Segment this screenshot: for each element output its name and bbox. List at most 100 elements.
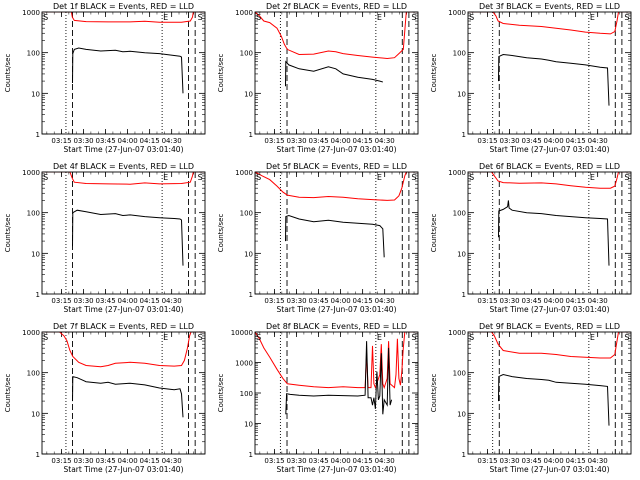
- y-tick-label: 10: [244, 250, 253, 258]
- x-tick-label: 03:15: [51, 457, 71, 465]
- y-tick-label: 1000: [22, 169, 40, 177]
- detector-panel: Det 7f BLACK = Events, RED = LLD 1 10 100 10…: [4, 322, 206, 474]
- start-marker-label: S: [43, 13, 48, 22]
- y-axis-label: Counts/sec: [430, 214, 438, 253]
- y-tick-label: 100: [453, 370, 466, 378]
- y-tick-label: 1: [462, 131, 466, 139]
- start-marker-label: S: [198, 333, 203, 342]
- events-series-line: [498, 53, 610, 106]
- plot-frame: [254, 331, 419, 455]
- panel-title: Det 4f BLACK = Events, RED = LLD: [53, 162, 194, 171]
- y-tick-label: 100: [453, 210, 466, 218]
- end-marker-label: E: [377, 13, 382, 22]
- y-tick-label: 10: [31, 90, 40, 98]
- x-tick-label: 03:45: [95, 137, 115, 145]
- y-tick-label: 1: [36, 131, 40, 139]
- x-tick-label: 04:15: [140, 137, 160, 145]
- x-axis-label: Start Time (27-Jun-07 03:01:40): [277, 465, 397, 474]
- x-axis-label: Start Time (27-Jun-07 03:01:40): [490, 305, 610, 314]
- start-marker-label: S: [469, 333, 474, 342]
- y-axis-label: Counts/sec: [4, 214, 12, 253]
- x-tick-label: 03:30: [73, 457, 93, 465]
- y-tick-label: 1000: [448, 329, 466, 337]
- start-marker-label: S: [469, 173, 474, 182]
- panel-title: Det 1f BLACK = Events, RED = LLD: [53, 2, 194, 11]
- y-tick-label: 10: [31, 250, 40, 258]
- y-axis-label: Counts/sec: [4, 54, 12, 93]
- start-marker-label: S: [411, 13, 416, 22]
- x-tick-label: 04:30: [588, 297, 608, 305]
- plot-frame: [41, 331, 206, 455]
- start-marker-label: S: [256, 333, 261, 342]
- events-series-line: [72, 375, 184, 418]
- x-tick-label: 04:00: [118, 297, 138, 305]
- plot-frame: [467, 331, 632, 455]
- panel-title: Det 6f BLACK = Events, RED = LLD: [479, 162, 620, 171]
- events-series-line: [498, 200, 610, 266]
- end-marker-label: E: [590, 13, 595, 22]
- x-tick-label: 03:15: [51, 297, 71, 305]
- y-tick-label: 1: [249, 291, 253, 299]
- lld-series-line: [468, 332, 631, 359]
- plot-frame: [254, 171, 419, 295]
- y-tick-label: 10000: [231, 329, 253, 337]
- end-marker-label: E: [377, 333, 382, 342]
- detector-panel: Det 6f BLACK = Events, RED = LLD 1 10 100 10…: [430, 162, 632, 314]
- x-tick-label: 03:45: [521, 457, 541, 465]
- x-tick-label: 03:45: [308, 297, 328, 305]
- lld-series-line: [42, 172, 205, 185]
- x-tick-label: 03:15: [477, 137, 497, 145]
- y-tick-label: 100: [27, 370, 40, 378]
- x-tick-label: 04:30: [375, 297, 395, 305]
- x-tick-label: 03:15: [51, 137, 71, 145]
- x-tick-label: 03:30: [286, 457, 306, 465]
- x-tick-label: 04:30: [375, 457, 395, 465]
- x-tick-label: 04:15: [566, 297, 586, 305]
- events-series-line: [285, 341, 393, 415]
- y-tick-label: 1: [36, 451, 40, 459]
- y-tick-label: 1: [249, 451, 253, 459]
- x-tick-label: 04:00: [118, 457, 138, 465]
- x-tick-label: 03:45: [308, 137, 328, 145]
- y-tick-label: 10: [31, 410, 40, 418]
- plot-frame: [254, 11, 419, 135]
- x-tick-label: 04:15: [353, 297, 373, 305]
- lld-series-line: [42, 332, 205, 368]
- x-tick-label: 03:45: [95, 457, 115, 465]
- x-tick-label: 03:30: [499, 457, 519, 465]
- x-tick-label: 04:00: [331, 457, 351, 465]
- plot-frame: [467, 171, 632, 295]
- start-marker-label: S: [469, 13, 474, 22]
- y-tick-label: 1: [36, 291, 40, 299]
- y-axis-label: Counts/sec: [430, 54, 438, 93]
- x-tick-label: 03:45: [308, 457, 328, 465]
- x-tick-label: 03:15: [264, 297, 284, 305]
- y-tick-label: 100: [240, 50, 253, 58]
- y-tick-label: 1000: [235, 360, 253, 368]
- detector-panel: Det 3f BLACK = Events, RED = LLD 1 10 100 10…: [430, 2, 632, 154]
- y-tick-label: 100: [453, 50, 466, 58]
- x-tick-label: 03:30: [286, 297, 306, 305]
- x-axis-label: Start Time (27-Jun-07 03:01:40): [277, 305, 397, 314]
- start-marker-label: S: [411, 333, 416, 342]
- plot-frame: [41, 171, 206, 295]
- x-tick-label: 03:15: [477, 297, 497, 305]
- x-tick-label: 03:30: [499, 297, 519, 305]
- y-axis-label: Counts/sec: [217, 54, 225, 93]
- x-tick-label: 04:30: [588, 137, 608, 145]
- y-tick-label: 1000: [235, 169, 253, 177]
- x-tick-label: 04:30: [162, 137, 182, 145]
- x-tick-label: 03:15: [477, 457, 497, 465]
- end-marker-label: E: [163, 13, 168, 22]
- events-series-line: [285, 214, 385, 258]
- x-tick-label: 04:15: [566, 457, 586, 465]
- x-axis-label: Start Time (27-Jun-07 03:01:40): [64, 465, 184, 474]
- start-marker-label: S: [43, 333, 48, 342]
- y-tick-label: 10: [457, 90, 466, 98]
- x-tick-label: 04:30: [588, 457, 608, 465]
- panel-title: Det 7f BLACK = Events, RED = LLD: [53, 322, 194, 331]
- end-marker-label: E: [163, 173, 168, 182]
- plot-frame: [41, 11, 206, 135]
- x-axis-label: Start Time (27-Jun-07 03:01:40): [490, 145, 610, 154]
- x-tick-label: 03:30: [73, 297, 93, 305]
